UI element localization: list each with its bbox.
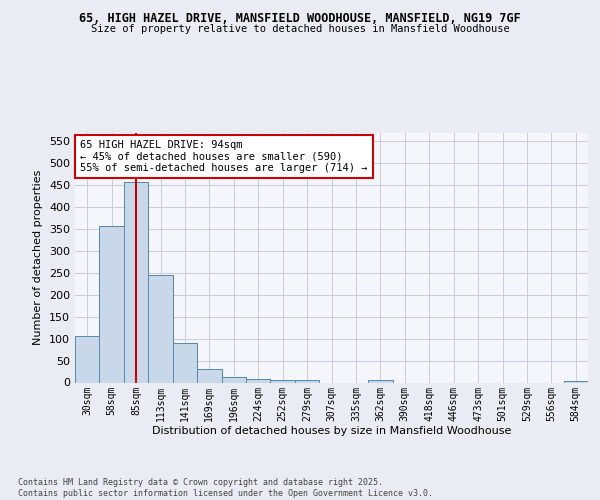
Bar [221, 377, 246, 382]
Bar [124, 182, 148, 382]
Bar [100, 226, 124, 382]
Bar [197, 369, 221, 382]
Text: 65 HIGH HAZEL DRIVE: 94sqm
← 45% of detached houses are smaller (590)
55% of sem: 65 HIGH HAZEL DRIVE: 94sqm ← 45% of deta… [80, 140, 368, 173]
Bar [563, 380, 588, 382]
Bar [75, 336, 100, 382]
X-axis label: Distribution of detached houses by size in Mansfield Woodhouse: Distribution of detached houses by size … [152, 426, 511, 436]
Text: Size of property relative to detached houses in Mansfield Woodhouse: Size of property relative to detached ho… [91, 24, 509, 34]
Bar [368, 380, 392, 382]
Text: Contains HM Land Registry data © Crown copyright and database right 2025.
Contai: Contains HM Land Registry data © Crown c… [18, 478, 433, 498]
Bar [173, 344, 197, 382]
Y-axis label: Number of detached properties: Number of detached properties [34, 170, 43, 345]
Bar [271, 380, 295, 382]
Text: 65, HIGH HAZEL DRIVE, MANSFIELD WOODHOUSE, MANSFIELD, NG19 7GF: 65, HIGH HAZEL DRIVE, MANSFIELD WOODHOUS… [79, 12, 521, 26]
Bar [246, 378, 271, 382]
Bar [295, 380, 319, 382]
Bar [148, 274, 173, 382]
